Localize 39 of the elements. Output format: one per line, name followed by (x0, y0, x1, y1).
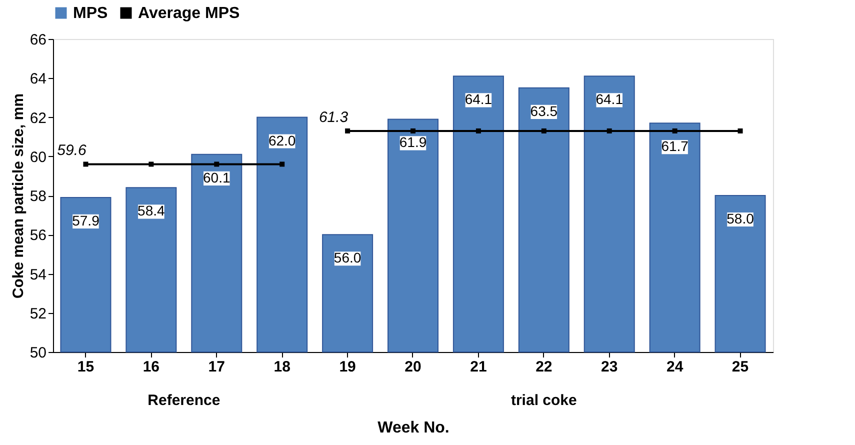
y-tick-label: 62 (30, 110, 46, 127)
data-label: 62.0 (268, 132, 296, 148)
x-tick-label: 24 (666, 358, 684, 376)
text: trial coke (510, 392, 577, 409)
annotation: 61.3 (318, 108, 349, 126)
data-label: 58.0 (726, 210, 754, 226)
data-label: 58.4 (138, 202, 166, 219)
data-label: 56.0 (334, 250, 362, 266)
text: Reference (148, 392, 220, 409)
y-tick-label: 64 (30, 70, 46, 88)
annotation: 59.6 (57, 142, 87, 160)
data-label: 64.1 (464, 91, 492, 108)
y-tick-label: 66 (30, 32, 46, 48)
data-label: 63.5 (530, 102, 558, 119)
legend-label: Average MPS (138, 5, 240, 22)
y-axis-title: Coke mean particle size, mm (10, 93, 27, 299)
legend-label: MPS (73, 5, 108, 22)
x-tick-label: 20 (404, 358, 422, 376)
data-label: 61.9 (399, 134, 427, 150)
data-label: 61.7 (661, 138, 689, 154)
data-label: 64.1 (596, 91, 624, 108)
data-label: 60.1 (203, 169, 230, 186)
x-tick-label: 21 (470, 358, 487, 376)
x-tick-label: 18 (274, 358, 290, 376)
x-tick-label: 25 (732, 358, 749, 376)
y-tick-label: 54 (30, 266, 46, 284)
x-tick-label: 22 (536, 358, 552, 376)
x-tick-label: 19 (339, 358, 356, 376)
y-tick-label: 60 (30, 148, 46, 166)
y-tick-label: 58 (30, 188, 46, 205)
x-tick-label: 17 (208, 358, 225, 376)
x-axis-title: Week No. (378, 420, 450, 436)
x-tick-label: 15 (77, 358, 94, 376)
x-tick-label: 16 (142, 358, 160, 376)
data-label: 57.9 (72, 212, 100, 228)
y-tick-label: 50 (30, 344, 46, 362)
y-tick-label: 56 (30, 227, 46, 244)
y-tick-label: 52 (30, 305, 46, 322)
x-tick-label: 23 (601, 358, 618, 376)
